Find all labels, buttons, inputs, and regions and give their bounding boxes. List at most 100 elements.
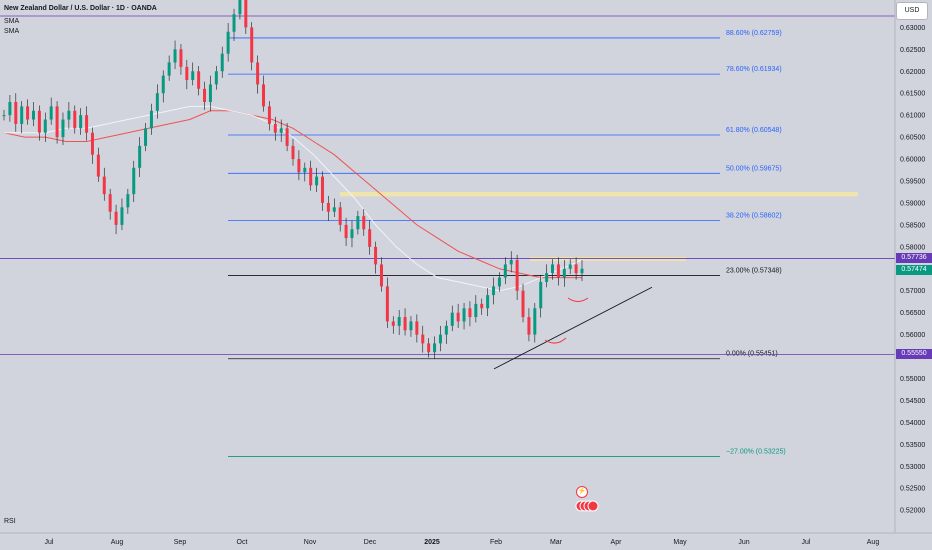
fib-level-label: 23.00% (0.57348) (726, 267, 782, 274)
time-axis-label: Dec (364, 539, 377, 546)
time-axis-label: Jun (738, 539, 749, 546)
candle-body (79, 115, 83, 129)
sma-fast-line[interactable] (4, 105, 583, 292)
candle-body (262, 84, 266, 107)
candle-body (173, 49, 177, 63)
candle-body (267, 106, 271, 124)
price-axis-label: 0.56500 (900, 310, 925, 317)
time-axis-label: Aug (867, 539, 880, 546)
candle-body (344, 224, 348, 239)
candle-body (433, 343, 437, 353)
ascending-trendline[interactable] (493, 286, 653, 370)
time-axis-label: Jul (45, 539, 54, 546)
supply-demand-zone[interactable] (340, 191, 858, 197)
sma-indicator-1[interactable]: SMA (4, 18, 20, 25)
candle-body (368, 229, 372, 247)
price-axis-label: 0.58000 (900, 244, 925, 251)
candle-body (73, 110, 77, 129)
candle-body (102, 176, 106, 195)
candle-body (332, 207, 336, 212)
candle-body (574, 264, 578, 274)
candle-body (8, 101, 12, 116)
time-axis-label: Nov (304, 539, 317, 546)
fib-level-label: 50.00% (0.59675) (726, 165, 782, 172)
candle-body (315, 176, 319, 186)
candle-body (450, 312, 454, 326)
sma-indicator-2[interactable]: SMA (4, 28, 20, 35)
time-axis-label: Feb (490, 539, 502, 546)
low-arc-marker (567, 297, 589, 302)
candle-body (379, 264, 383, 287)
sma-slow-line[interactable] (3, 110, 582, 279)
price-axis-label: 0.62000 (900, 69, 925, 76)
candle-body (149, 110, 153, 129)
candle-body (320, 176, 324, 203)
time-axis-label: 2025 (424, 539, 440, 546)
candle-body (497, 277, 501, 287)
price-axis-label: 0.61500 (900, 91, 925, 98)
candle-body (96, 154, 100, 177)
candle-body (297, 159, 301, 173)
price-axis-label: 0.53000 (900, 464, 925, 471)
candle-body (61, 119, 65, 138)
candle-body (539, 281, 543, 309)
supply-demand-zone[interactable] (530, 256, 686, 261)
candle-body (421, 334, 425, 344)
candle-body (391, 321, 395, 326)
chart-title[interactable]: New Zealand Dollar / U.S. Dollar · 1D · … (4, 5, 157, 12)
candle-body (191, 71, 195, 81)
candle-body (238, 0, 242, 15)
candle-body (309, 167, 313, 186)
candle-body (551, 264, 555, 274)
candle-body (43, 119, 47, 133)
candle-body (545, 273, 549, 282)
candle-body (138, 145, 142, 168)
fib-level-label: 88.60% (0.62759) (726, 30, 782, 37)
candle-body (256, 62, 260, 85)
price-axis-label: 0.57000 (900, 288, 925, 295)
candle-body (503, 264, 507, 278)
candle-body (85, 115, 89, 133)
candle-body (179, 49, 183, 67)
candle-body (2, 115, 6, 117)
candle-body (326, 202, 330, 212)
price-axis-label: 0.60500 (900, 135, 925, 142)
lightning-event-icon[interactable]: ⚡ (576, 486, 588, 498)
price-axis-label: 0.56000 (900, 332, 925, 339)
candle-body (161, 75, 165, 94)
candle-body (126, 194, 130, 208)
price-axis-label: 0.58500 (900, 222, 925, 229)
price-axis-label: 0.61000 (900, 113, 925, 120)
time-axis-label: Jul (802, 539, 811, 546)
candle-body (350, 229, 354, 239)
upper-line-price-tag: 0.57736 (896, 253, 932, 264)
candle-body (120, 207, 124, 225)
candle-body (568, 264, 572, 269)
candle-body (108, 194, 112, 212)
candle-body (291, 145, 295, 160)
candle-body (20, 106, 24, 124)
candle-body (509, 260, 513, 265)
candle-body (244, 0, 248, 28)
price-axis-label: 0.54000 (900, 420, 925, 427)
economic-events-icon[interactable] (574, 500, 600, 512)
candle-body (167, 62, 171, 76)
candle-body (250, 27, 254, 63)
candle-body (385, 286, 389, 322)
time-axis-label: Apr (611, 539, 623, 546)
candle-body (285, 128, 289, 146)
candle-body (132, 167, 136, 195)
candle-body (214, 71, 218, 85)
candle-body (468, 308, 472, 318)
candle-body (362, 216, 366, 230)
rsi-indicator-label[interactable]: RSI (4, 518, 16, 525)
price-axis-label: 0.62500 (900, 47, 925, 54)
candle-body (185, 66, 189, 81)
price-axis-label: 0.54500 (900, 398, 925, 405)
candle-body (427, 343, 431, 353)
candle-body (444, 325, 448, 335)
candle-body (203, 88, 207, 102)
price-axis-label: 0.59000 (900, 200, 925, 207)
currency-button[interactable]: USD (896, 2, 928, 20)
